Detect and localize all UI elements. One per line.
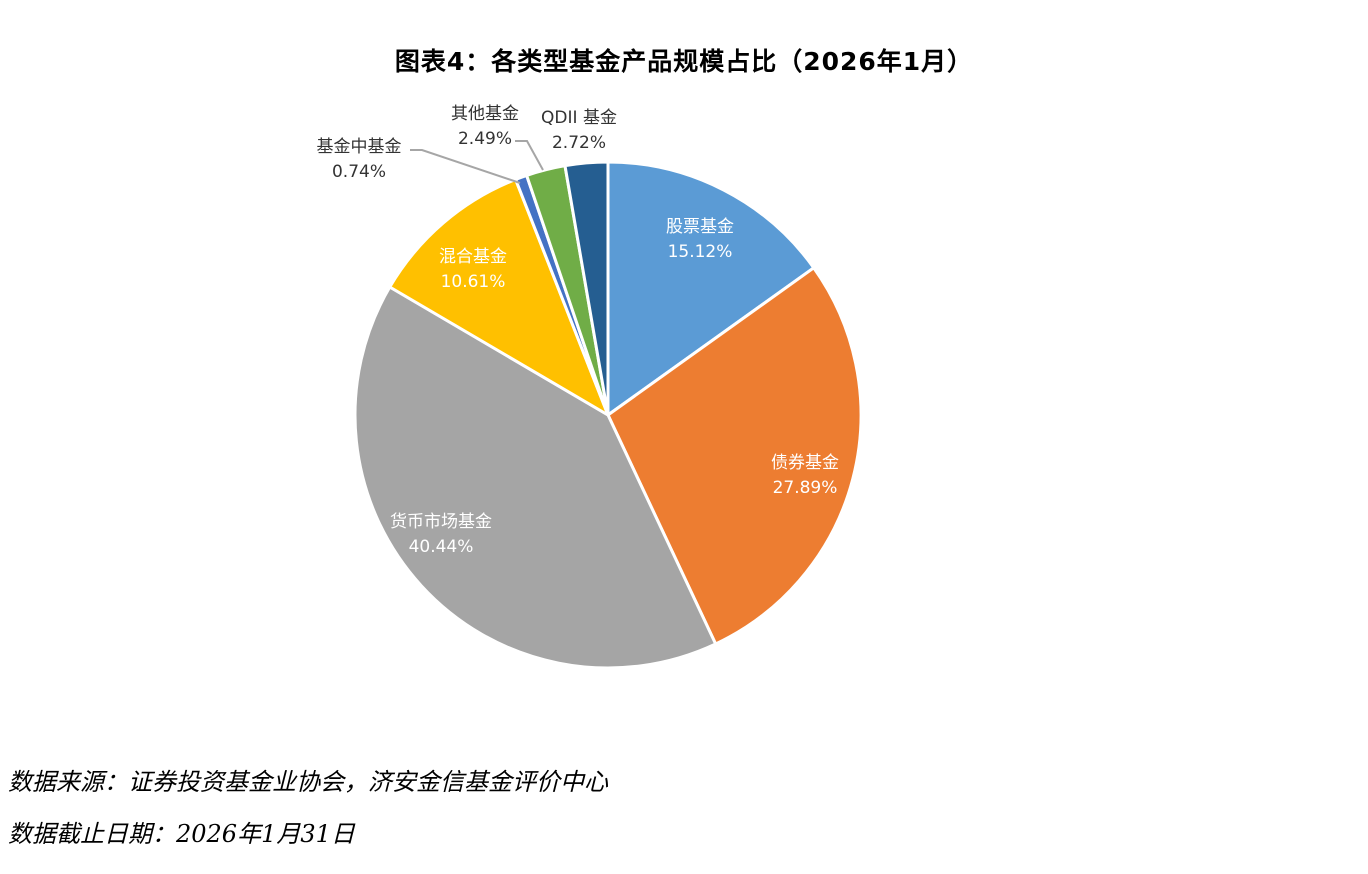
data-date-note: 数据截止日期：2026年1月31日 xyxy=(8,820,355,848)
label-qdii: QDII 基金 2.72% xyxy=(541,108,617,153)
pie-slice xyxy=(606,265,863,646)
pie-slice xyxy=(353,284,718,670)
label-money-market: 货币市场基金 40.44% xyxy=(390,512,492,557)
label-bond: 债券基金 27.89% xyxy=(771,453,839,498)
pie-slices xyxy=(353,160,863,670)
label-stock: 股票基金 15.12% xyxy=(666,217,734,262)
data-source-note: 数据来源：证券投资基金业协会，济安金信基金评价中心 xyxy=(8,768,608,796)
pie-slice xyxy=(563,160,610,416)
leader-lines xyxy=(410,140,544,184)
pie-slice xyxy=(387,177,611,419)
leader-line-other xyxy=(515,140,544,171)
pie-slice xyxy=(606,160,816,418)
chart-title: 图表4：各类型基金产品规模占比（2026年1月） xyxy=(394,47,974,76)
leader-line-fof xyxy=(410,149,521,184)
label-mixed: 混合基金 10.61% xyxy=(439,247,507,292)
label-fof: 基金中基金 0.74% xyxy=(316,137,402,182)
label-other: 其他基金 2.49% xyxy=(451,104,519,149)
